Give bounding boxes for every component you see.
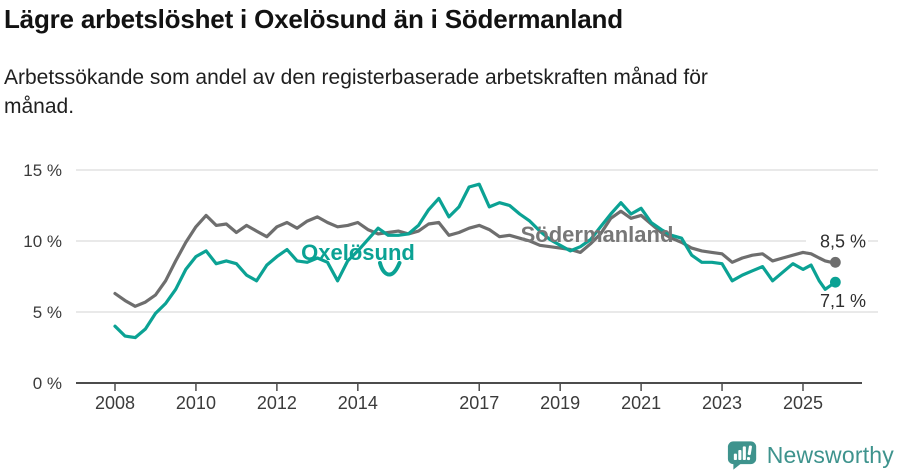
y-tick-label-10: 10 % xyxy=(23,232,62,251)
end-label-bg xyxy=(806,231,868,252)
y-tick-label-5: 5 % xyxy=(33,303,62,322)
oxelosund-label-swoosh-icon xyxy=(378,261,402,277)
chart-subtitle: Arbetssökande som andel av den registerb… xyxy=(4,64,894,122)
page-title: Lägre arbetslöshet i Oxelösund än i Söde… xyxy=(4,4,623,34)
x-tick-label-2010: 2010 xyxy=(176,393,216,413)
newsworthy-logo-icon xyxy=(727,441,756,470)
end-label-bg xyxy=(806,291,868,312)
x-tick-label-2014: 2014 xyxy=(338,393,378,413)
subtitle-line-2: månad. xyxy=(4,94,75,118)
x-tick-label-2025: 2025 xyxy=(783,393,823,413)
x-tick-label-2023: 2023 xyxy=(702,393,742,413)
y-tick-label-15: 15 % xyxy=(23,161,62,180)
x-tick-label-2012: 2012 xyxy=(257,393,297,413)
x-tick-label-2019: 2019 xyxy=(540,393,580,413)
chart-area: 0 % 5 % 10 % 15 % 2008 2010 2012 2014 2017 2019 20… xyxy=(0,140,900,440)
y-tick-label-0: 0 % xyxy=(33,374,62,393)
series-label-oxelösund: Oxelösund xyxy=(301,240,415,265)
end-label-oxelösund: 7,1 % xyxy=(820,291,866,311)
x-tick-label-2021: 2021 xyxy=(621,393,661,413)
x-tick-label-2017: 2017 xyxy=(459,393,499,413)
newsworthy-logo: Newsworthy xyxy=(727,440,894,471)
unemployment-line-chart: 0 % 5 % 10 % 15 % 2008 2010 2012 2014 2017 2019 20… xyxy=(23,161,878,413)
end-dot-södermanland xyxy=(829,256,841,268)
newsworthy-logo-text: Newsworthy xyxy=(766,442,894,468)
series-line-södermanland xyxy=(113,209,838,308)
subtitle-line-1: Arbetssökande som andel av den registerb… xyxy=(4,66,708,89)
end-dot-oxelösund xyxy=(829,276,841,288)
x-tick-label-2008: 2008 xyxy=(95,393,135,413)
series-label-södermanland: Södermanland xyxy=(521,222,674,247)
end-label-södermanland: 8,5 % xyxy=(820,231,866,251)
series-line-oxelösund xyxy=(113,182,838,340)
